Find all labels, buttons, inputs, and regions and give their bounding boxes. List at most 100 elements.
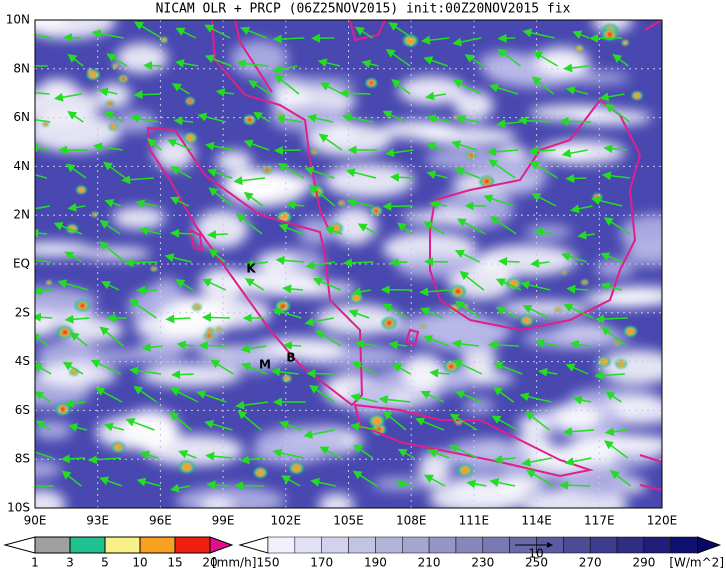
colorbar-label: 10	[132, 556, 147, 570]
wind-arrow	[348, 309, 370, 319]
wind-arrow	[282, 284, 303, 294]
wind-arrow	[248, 80, 271, 95]
wind-arrow	[483, 194, 514, 207]
wind-arrow	[496, 119, 521, 129]
precip-cell	[607, 32, 612, 37]
wind-arrow	[605, 103, 631, 123]
cloud	[35, 420, 73, 440]
precip-cell	[623, 40, 628, 45]
wind-arrow	[342, 258, 374, 268]
wind-arrow	[240, 344, 267, 354]
colorbar-label: 210	[418, 556, 441, 570]
wind-arrow	[498, 256, 520, 266]
colorbar-segment	[348, 536, 376, 554]
annotation-k: K	[246, 262, 256, 276]
longitude-label: 96E	[149, 514, 172, 528]
wind-arrow	[493, 361, 523, 375]
wind-arrow	[146, 138, 162, 151]
wind-arrow	[143, 61, 162, 71]
precip-cell	[114, 443, 123, 451]
wind-arrow	[170, 228, 194, 238]
precip-cell	[265, 168, 269, 172]
wind-arrow	[35, 174, 48, 179]
wind-arrow	[235, 400, 269, 410]
wind-arrow	[429, 368, 450, 378]
wind-arrow	[520, 280, 551, 291]
latitude-label: 10N	[6, 13, 30, 27]
precip-cell	[194, 304, 200, 310]
wind-arrow	[489, 478, 516, 487]
wind-arrow	[534, 227, 554, 237]
wind-arrow	[495, 306, 519, 319]
wind-arrow	[395, 479, 414, 489]
wind-arrow	[279, 420, 302, 431]
wind-arrow	[451, 140, 478, 151]
wind-arrow	[427, 448, 450, 459]
wind-arrow	[305, 260, 336, 270]
wind-arrow	[317, 58, 341, 68]
latitude-label: EQ	[13, 257, 30, 271]
wind-arrow	[35, 447, 53, 459]
wind-arrow	[528, 146, 556, 156]
cloud	[234, 173, 281, 204]
cloud	[259, 77, 357, 90]
wind-arrow	[522, 304, 550, 319]
precip-cell	[615, 341, 619, 345]
cloud	[35, 112, 121, 152]
wind-arrow	[525, 469, 554, 487]
precip-cell	[280, 303, 285, 309]
wind-arrow	[99, 219, 121, 235]
precip-cell	[279, 213, 289, 221]
precip-cell	[633, 92, 641, 99]
wind-arrow	[278, 223, 304, 235]
wind-arrow	[487, 340, 519, 350]
wind-arrow	[563, 63, 590, 73]
precip-cell	[44, 123, 47, 126]
wind-arrow	[65, 163, 87, 179]
wind-arrow	[425, 91, 447, 101]
map-frame	[34, 19, 663, 509]
wind-arrow	[517, 116, 552, 126]
latitude-label: 8S	[15, 452, 30, 466]
precip-cell	[186, 134, 195, 142]
title: NICAM OLR + PRCP (06Z25NOV2015) init:00Z…	[156, 2, 571, 17]
wind-arrow	[35, 259, 52, 263]
wind-arrow	[64, 251, 83, 263]
wind-arrow	[420, 307, 443, 319]
wind-arrow	[176, 340, 195, 350]
wind-arrow	[600, 252, 624, 263]
cloud	[318, 493, 355, 508]
wind-arrow	[35, 228, 48, 238]
wind-arrow	[139, 450, 159, 460]
precip-cell	[110, 124, 117, 130]
wind-arrow	[532, 51, 559, 67]
wind-arrow	[174, 58, 199, 68]
wind-arrow	[273, 145, 301, 155]
wind-arrow	[175, 279, 194, 291]
wind-arrow	[420, 390, 445, 403]
wind-arrow	[35, 92, 50, 95]
wind-arrow	[169, 483, 190, 493]
colorbar-label: 230	[471, 556, 494, 570]
longitude-label: 114E	[521, 514, 552, 528]
colorbar-label: 250	[525, 556, 548, 570]
wind-arrow	[529, 161, 559, 179]
wind-arrow	[63, 33, 82, 43]
wind-arrow	[357, 223, 378, 235]
wind-arrow	[531, 76, 555, 95]
wind-arrow	[270, 367, 299, 377]
longitude-label: 99E	[212, 514, 235, 528]
wind-arrow	[306, 369, 335, 379]
wind-arrow	[303, 429, 335, 439]
wind-arrow	[215, 88, 235, 97]
wind-arrow	[208, 248, 226, 263]
wind-arrow	[312, 277, 341, 291]
precip-cell	[556, 308, 561, 312]
wind-arrow	[429, 200, 448, 209]
wind-arrow	[103, 422, 125, 432]
wind-arrow	[282, 340, 302, 350]
precip-cell	[78, 187, 85, 193]
precip-cell	[113, 64, 118, 68]
wind-arrow	[319, 82, 344, 95]
